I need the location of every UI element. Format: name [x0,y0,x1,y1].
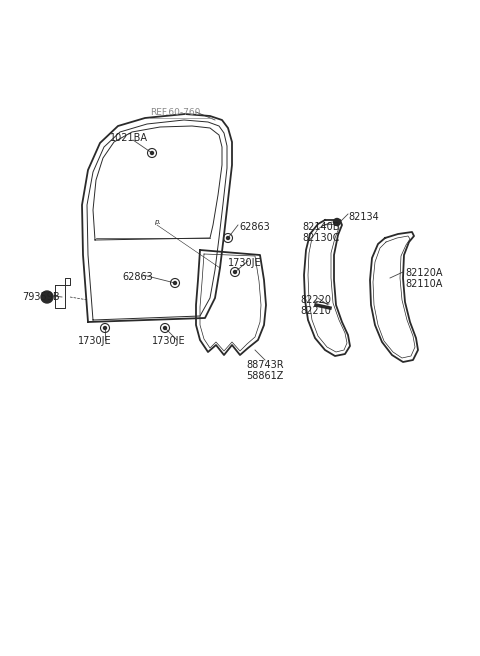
Circle shape [104,327,107,329]
Text: REF.60-760: REF.60-760 [150,108,200,117]
Circle shape [227,237,229,239]
Text: p.: p. [154,219,160,225]
Text: 1730JE: 1730JE [78,336,112,346]
Text: 82140B
82130C: 82140B 82130C [302,222,339,243]
Text: 1730JE: 1730JE [228,258,262,268]
Text: 1021BA: 1021BA [110,133,148,143]
Circle shape [334,218,340,226]
Text: 82220
82210: 82220 82210 [300,295,331,316]
Circle shape [41,291,53,303]
Circle shape [151,152,154,155]
Circle shape [164,327,167,329]
Text: 88743R
58861Z: 88743R 58861Z [246,360,284,381]
Circle shape [233,270,237,274]
Text: 82134: 82134 [348,212,379,222]
Text: 62863: 62863 [122,272,153,282]
Circle shape [173,281,177,285]
Text: 62863: 62863 [239,222,270,232]
Text: 79359B: 79359B [22,292,60,302]
Text: 1730JE: 1730JE [152,336,186,346]
Text: 82120A
82110A: 82120A 82110A [405,268,443,289]
